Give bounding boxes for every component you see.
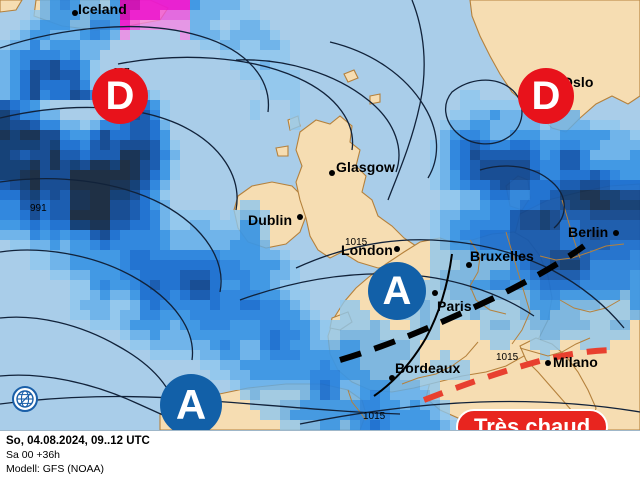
warm-front (422, 347, 619, 403)
valid-time: So, 04.08.2024, 09..12 UTC (6, 435, 150, 447)
city-label-milano: Milano (553, 354, 598, 370)
pressure-marker-low: D (92, 68, 148, 124)
pressure-marker-high: A (368, 262, 426, 320)
city-label-iceland: Iceland (78, 1, 127, 17)
globe-icon (12, 386, 38, 412)
map-footer: So, 04.08.2024, 09..12 UTC Sa 00 +36h Mo… (0, 430, 640, 478)
cold-front (339, 243, 586, 363)
pressure-marker-low: D (518, 68, 574, 124)
hot-weather-badge[interactable]: Très chaud (456, 409, 609, 430)
city-dot (394, 246, 400, 252)
weather-map[interactable]: Iceland Oslo Glasgow Dublin London Bruxelles B… (0, 0, 640, 430)
run-info: Sa 00 +36h (6, 449, 61, 461)
city-label-berlin: Berlin (568, 224, 609, 240)
map-canvas (0, 0, 640, 430)
city-label-bordeaux: Bordeaux (395, 360, 461, 376)
precipitation-layer (0, 0, 640, 430)
city-label-bruxelles: Bruxelles (470, 248, 534, 264)
city-dot (389, 375, 395, 381)
pressure-marker-high: A (160, 374, 222, 430)
city-dot (329, 170, 335, 176)
city-dot (72, 10, 78, 16)
footer-info: So, 04.08.2024, 09..12 UTC Sa 00 +36h Mo… (6, 434, 211, 476)
isobar-label: 1015 (496, 352, 519, 363)
city-dot (466, 262, 472, 268)
city-dot (297, 214, 303, 220)
city-dot (432, 290, 438, 296)
city-label-glasgow: Glasgow (336, 159, 396, 175)
city-label-paris: Paris (437, 298, 472, 314)
occlusion-front (373, 253, 453, 397)
model-info: Modell: GFS (NOAA) (6, 463, 105, 475)
isobar-label: 1015 (345, 237, 368, 248)
isobar-label: 991 (30, 203, 47, 214)
isobar-label: 1015 (363, 411, 386, 422)
city-dot (545, 360, 551, 366)
city-label-dublin: Dublin (248, 212, 293, 228)
city-dot (613, 230, 619, 236)
city-label-london: London (341, 242, 393, 258)
